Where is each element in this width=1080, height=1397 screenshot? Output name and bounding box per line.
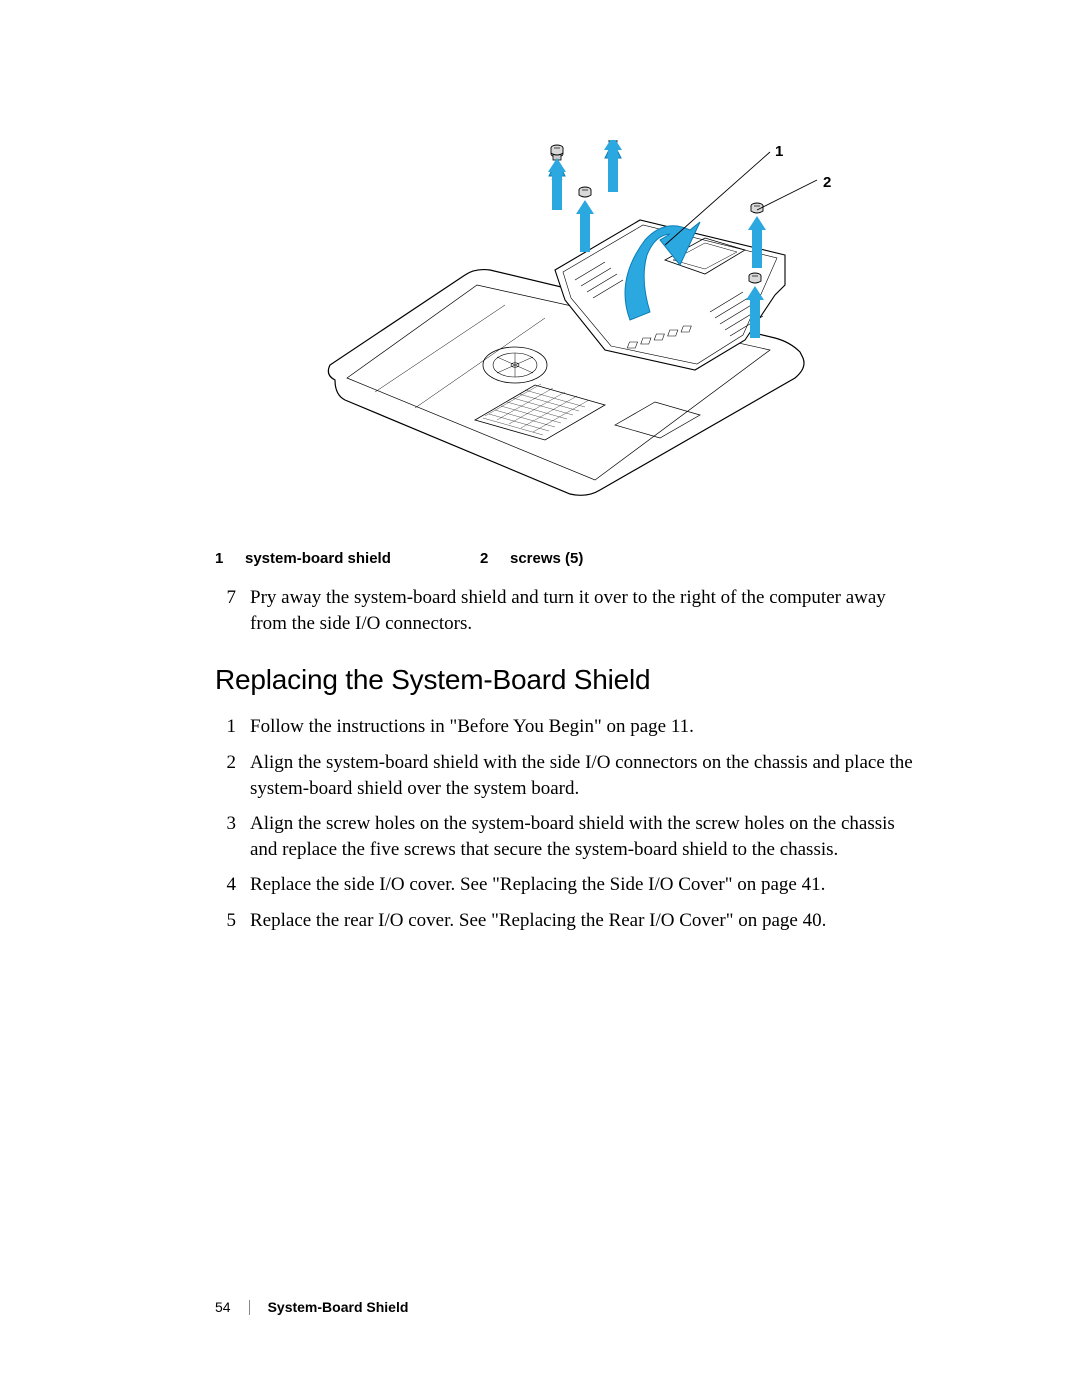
system-board-diagram [305,140,825,510]
footer-divider [249,1300,250,1315]
replace-step-1: 1 Follow the instructions in "Before You… [215,714,915,740]
legend-num-2: 2 [480,550,510,567]
section-heading: Replacing the System-Board Shield [215,664,915,696]
replace-step-1-text: Follow the instructions in "Before You B… [250,714,915,740]
step-7: 7 Pry away the system-board shield and t… [215,585,915,636]
replace-step-3-num: 3 [215,811,250,862]
replace-step-3-text: Align the screw holes on the system-boar… [250,811,915,862]
replace-step-5: 5 Replace the rear I/O cover. See "Repla… [215,908,915,934]
lower-step-list: 1 Follow the instructions in "Before You… [215,714,915,933]
replace-step-5-text: Replace the rear I/O cover. See "Replaci… [250,908,915,934]
replace-step-4: 4 Replace the side I/O cover. See "Repla… [215,872,915,898]
upper-step-list: 7 Pry away the system-board shield and t… [215,585,915,636]
replace-step-4-text: Replace the side I/O cover. See "Replaci… [250,872,915,898]
legend-num-1: 1 [215,550,245,567]
diagram-legend: 1 system-board shield 2 screws (5) [215,550,915,567]
footer-page-number: 54 [215,1299,231,1315]
footer-section-title: System-Board Shield [268,1299,409,1315]
step-7-num: 7 [215,585,250,636]
legend-text-1: system-board shield [245,550,480,567]
legend-text-2: screws (5) [510,550,583,567]
step-7-text: Pry away the system-board shield and tur… [250,585,915,636]
replace-step-1-num: 1 [215,714,250,740]
document-page: 1 2 1 system-board shield 2 screws (5) 7… [0,0,1080,1397]
diagram-container: 1 2 [305,140,825,510]
replace-step-3: 3 Align the screw holes on the system-bo… [215,811,915,862]
replace-step-4-num: 4 [215,872,250,898]
callout-2-label: 2 [823,174,831,191]
page-footer: 54 System-Board Shield [215,1299,408,1315]
replace-step-2-num: 2 [215,750,250,801]
callout-1-label: 1 [775,143,783,160]
replace-step-2-text: Align the system-board shield with the s… [250,750,915,801]
replace-step-2: 2 Align the system-board shield with the… [215,750,915,801]
replace-step-5-num: 5 [215,908,250,934]
